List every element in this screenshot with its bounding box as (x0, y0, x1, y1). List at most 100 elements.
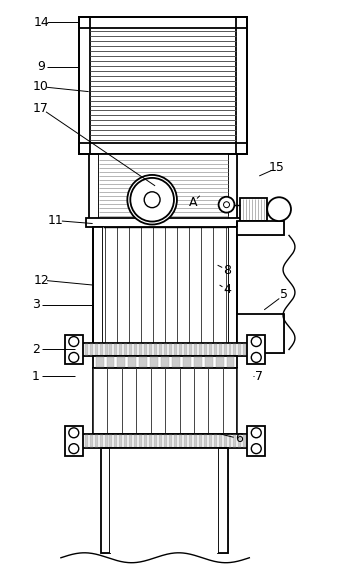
Bar (110, 435, 113, 447)
Circle shape (251, 336, 261, 347)
Bar (214, 435, 217, 447)
Bar (99, 343, 102, 355)
Bar (247, 426, 265, 455)
Bar (75, 435, 78, 447)
Bar (169, 435, 172, 447)
Bar (189, 435, 192, 447)
Text: 5: 5 (280, 289, 288, 301)
Bar (99, 435, 102, 447)
Text: 17: 17 (33, 102, 49, 115)
Bar (144, 435, 147, 447)
Bar (139, 358, 147, 367)
Bar (223, 343, 226, 355)
Bar (219, 435, 221, 447)
Bar (100, 448, 111, 553)
Bar (119, 343, 122, 355)
Circle shape (251, 428, 261, 438)
Text: 8: 8 (223, 264, 232, 277)
Bar (134, 435, 137, 447)
Bar (159, 435, 162, 447)
Bar (238, 435, 241, 447)
Bar (238, 221, 284, 235)
Text: 6: 6 (236, 432, 243, 445)
Circle shape (142, 190, 162, 210)
Bar (79, 143, 247, 154)
Bar (199, 343, 202, 355)
Bar (154, 343, 157, 355)
Bar (129, 435, 132, 447)
Bar (226, 358, 235, 367)
Circle shape (219, 197, 235, 213)
Text: 3: 3 (32, 298, 40, 311)
Bar (93, 356, 238, 369)
Bar (139, 435, 142, 447)
Bar (183, 358, 191, 367)
Circle shape (223, 202, 229, 208)
Bar (149, 435, 152, 447)
Bar (80, 435, 83, 447)
Bar (248, 343, 251, 355)
Bar (154, 435, 157, 447)
Bar (237, 17, 247, 154)
Bar (247, 335, 265, 365)
Circle shape (127, 175, 177, 224)
Bar (194, 358, 202, 367)
Bar (194, 343, 197, 355)
Bar (93, 228, 102, 347)
Bar (204, 435, 207, 447)
Bar (90, 435, 93, 447)
Bar (227, 228, 238, 347)
Bar (218, 448, 227, 553)
Bar (134, 343, 137, 355)
Bar (99, 154, 227, 221)
Text: 2: 2 (32, 343, 40, 356)
Text: 14: 14 (33, 16, 49, 29)
Bar (79, 17, 247, 28)
Circle shape (251, 444, 261, 454)
Bar (100, 448, 111, 553)
Bar (218, 448, 227, 553)
Bar (85, 435, 88, 447)
Bar (228, 343, 232, 355)
Bar (128, 358, 136, 367)
Bar (93, 369, 238, 434)
Bar (89, 154, 99, 221)
Bar (172, 358, 180, 367)
Bar (95, 343, 98, 355)
Bar (79, 17, 247, 28)
Bar (240, 198, 267, 221)
Circle shape (69, 428, 79, 438)
Bar (209, 435, 212, 447)
Bar (189, 343, 192, 355)
Text: A: A (188, 196, 197, 209)
Bar (194, 435, 197, 447)
Bar (227, 154, 238, 221)
Bar (115, 435, 117, 447)
Bar (150, 358, 158, 367)
Bar (73, 434, 257, 448)
Bar (174, 343, 177, 355)
Bar (238, 343, 241, 355)
Bar (95, 435, 98, 447)
Bar (253, 343, 256, 355)
Bar (85, 343, 88, 355)
Bar (117, 358, 125, 367)
Bar (93, 228, 102, 347)
Bar (104, 435, 108, 447)
Bar (79, 143, 247, 154)
Bar (238, 314, 284, 354)
Bar (89, 154, 99, 221)
Bar (124, 435, 127, 447)
Bar (79, 17, 90, 154)
Bar (234, 435, 237, 447)
Bar (199, 435, 202, 447)
Bar (115, 343, 117, 355)
Bar (184, 343, 187, 355)
Bar (243, 343, 246, 355)
Bar (79, 17, 247, 154)
Bar (75, 343, 78, 355)
Text: 4: 4 (223, 283, 232, 297)
Bar (248, 435, 251, 447)
Circle shape (251, 352, 261, 362)
Text: 11: 11 (48, 214, 64, 227)
